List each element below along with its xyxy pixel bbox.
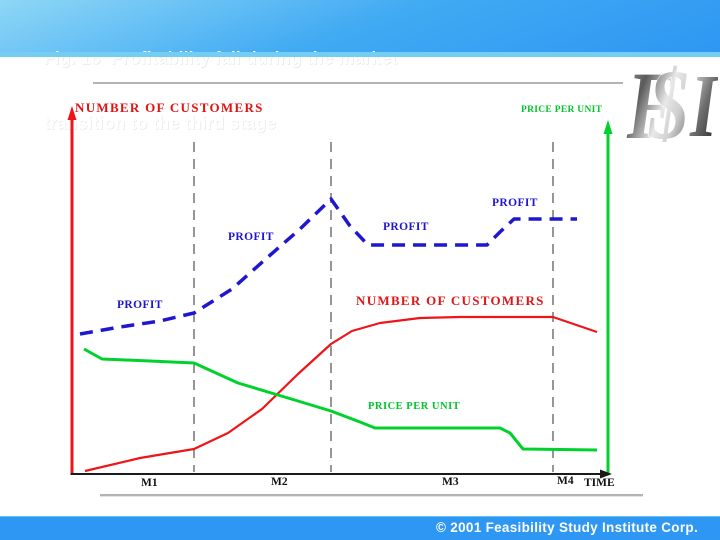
profit-annotation-stage3: PROFIT xyxy=(383,221,429,233)
customers-curve-annotation: NUMBER OF CUSTOMERS xyxy=(356,293,545,308)
title-bar-accent-strip xyxy=(0,52,720,57)
copyright-text: © 2001 Feasibility Study Institute Corp. xyxy=(436,520,698,535)
left-axis-label: NUMBER OF CUSTOMERS xyxy=(75,100,264,115)
header-divider-rule xyxy=(93,82,623,84)
time-axis-label: TIME xyxy=(584,477,615,489)
logo-letter-f: F xyxy=(626,54,677,142)
x-tick-m1: M1 xyxy=(141,477,158,489)
x-tick-m2: M2 xyxy=(271,476,288,488)
logo-letter-i: I xyxy=(689,57,718,142)
copyright-bar: © 2001 Feasibility Study Institute Corp. xyxy=(0,516,720,540)
slide-title-line2: transition to the third stage xyxy=(44,112,277,133)
profit-annotation-stage2: PROFIT xyxy=(228,231,274,243)
profit-annotation-stage1: PROFIT xyxy=(117,299,163,311)
right-axis-label: PRICE PER UNIT xyxy=(521,105,603,115)
profit-annotation-stage4: PROFIT xyxy=(492,197,538,209)
slide-title: Fig. 18 Profitability fall during the ma… xyxy=(44,5,397,177)
x-tick-m3: M3 xyxy=(442,476,459,488)
chart-bottom-rule xyxy=(100,494,643,497)
title-bar: Fig. 18 Profitability fall during the ma… xyxy=(0,0,720,133)
logo-letter-s: $ xyxy=(648,54,689,142)
x-tick-m4: M4 xyxy=(557,475,574,487)
price-curve-annotation: PRICE PER UNIT xyxy=(368,401,461,412)
fsi-logo: F $ I xyxy=(626,54,718,142)
